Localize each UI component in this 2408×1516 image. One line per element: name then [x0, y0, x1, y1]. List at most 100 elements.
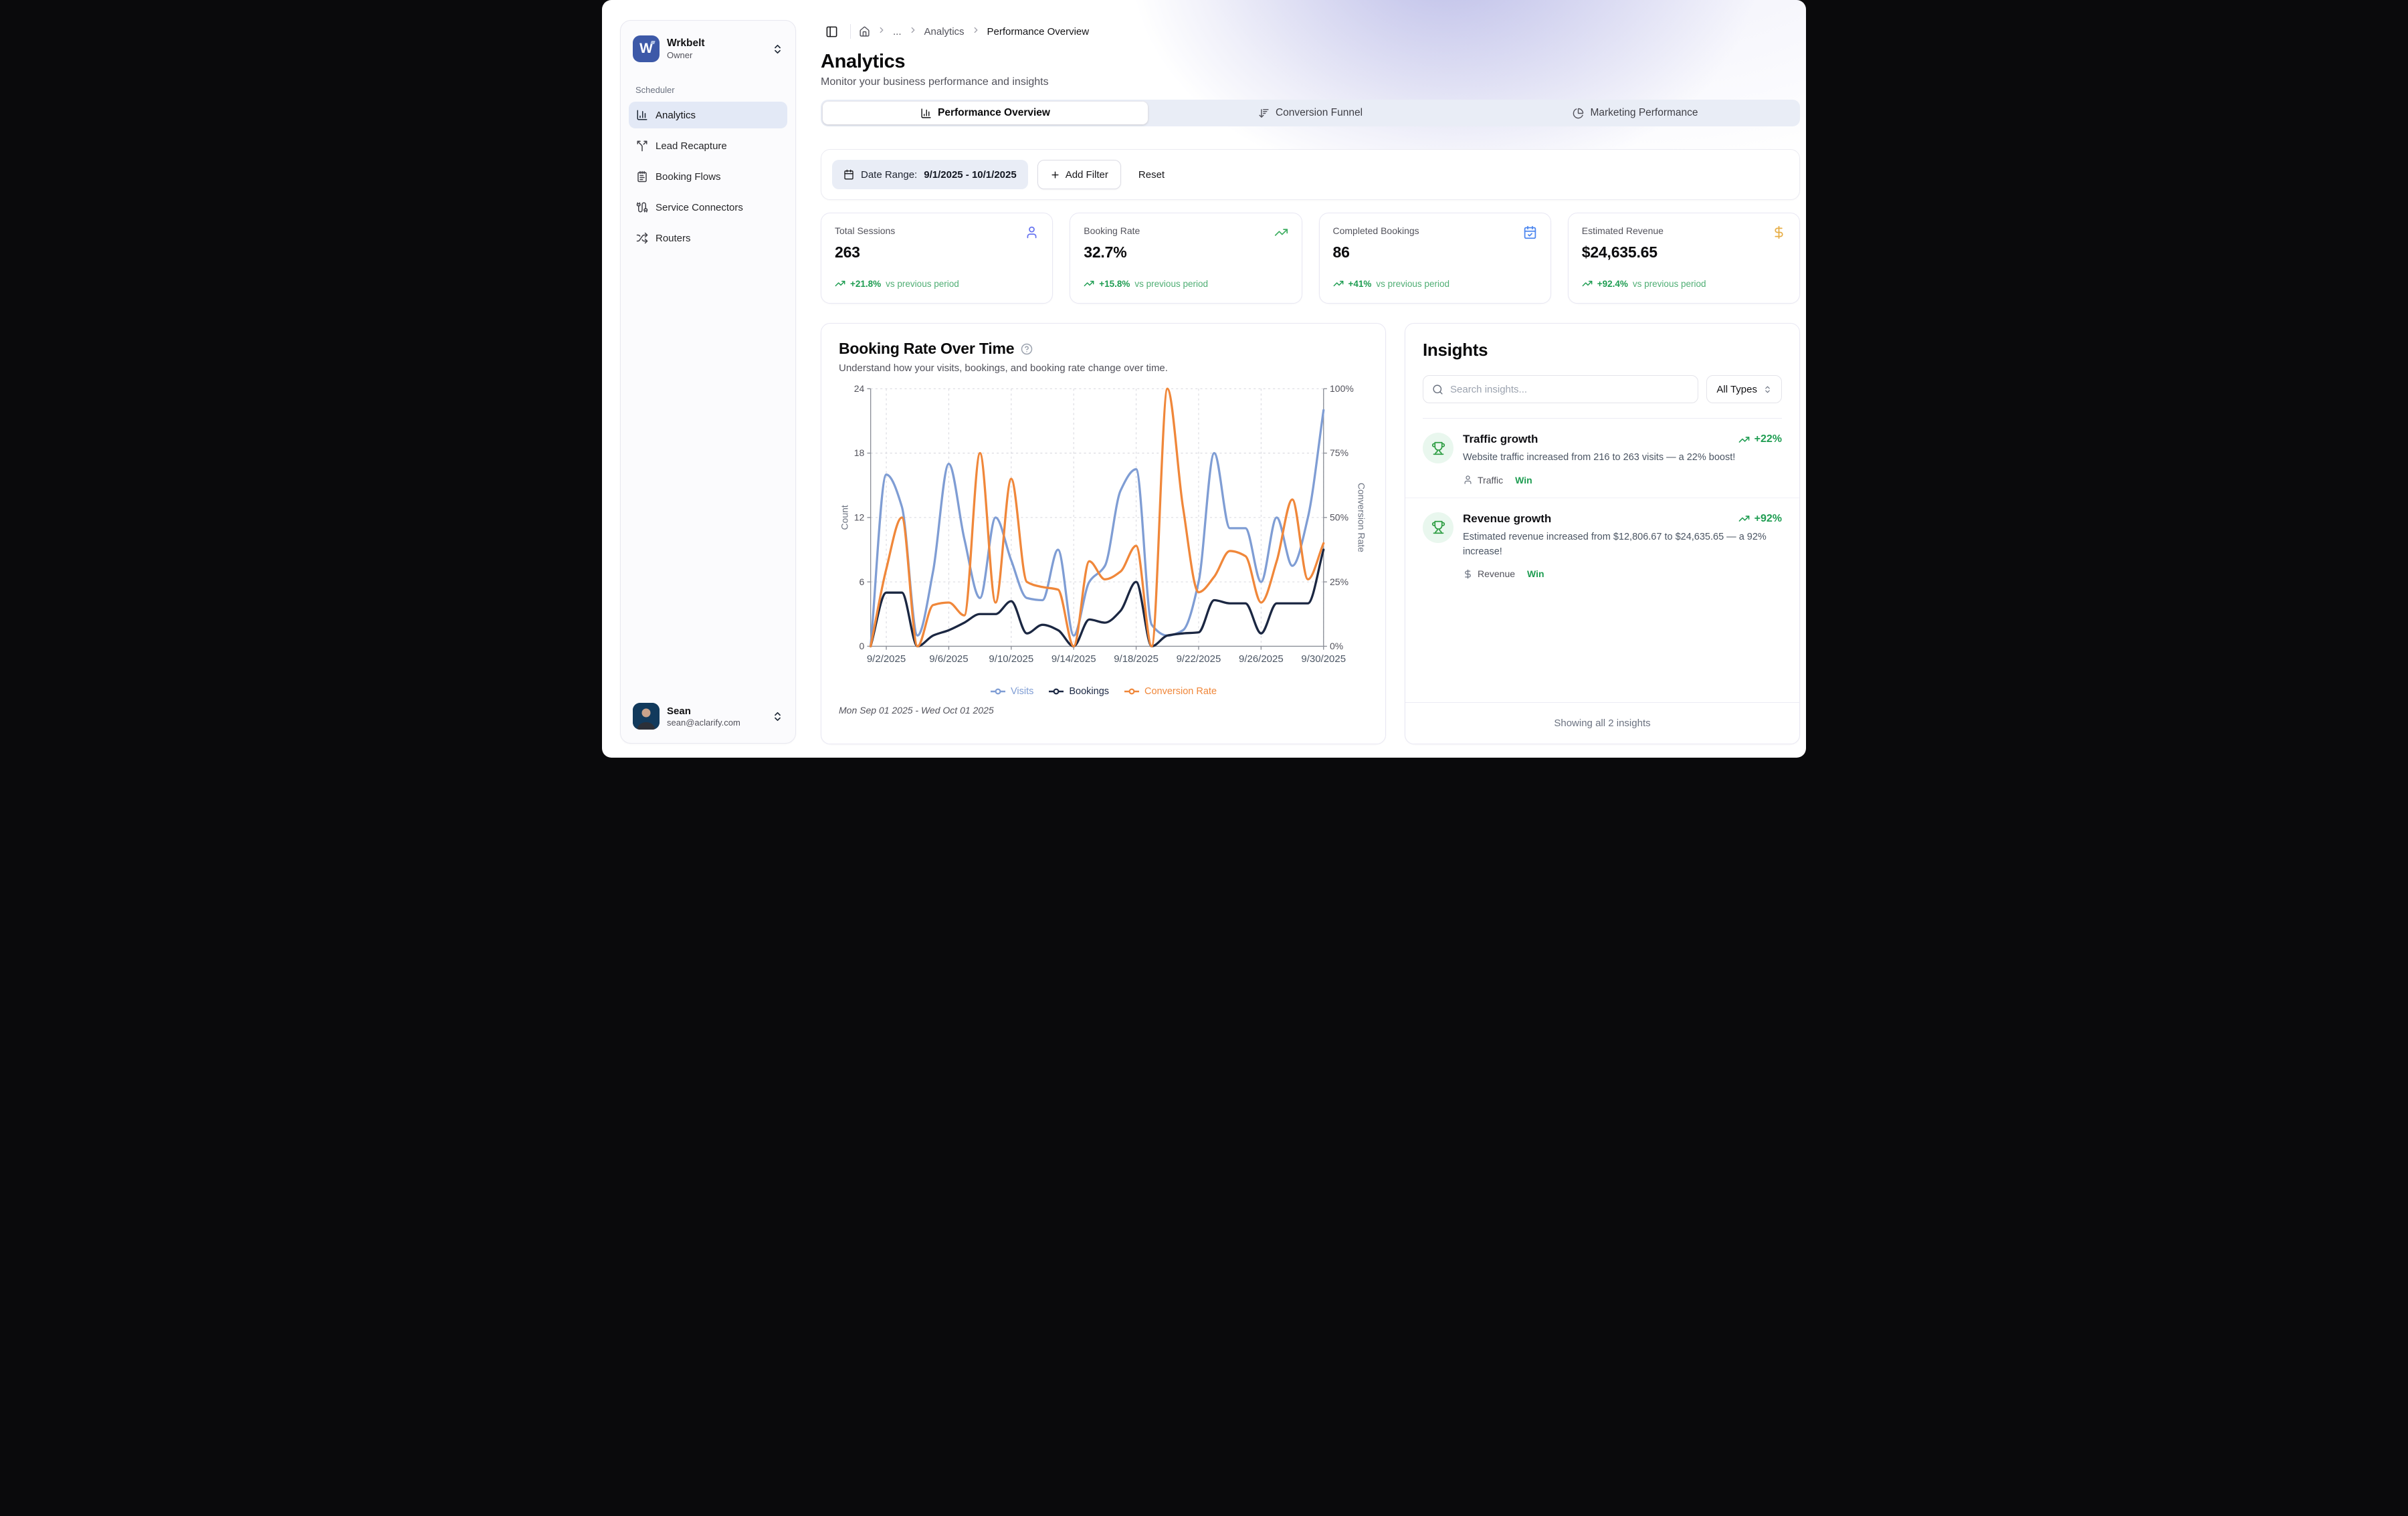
kpi-total-sessions: Total Sessions 263 +21.8% vs previous pe…	[821, 213, 1054, 304]
tab-bar: Performance Overview Conversion Funnel M…	[821, 100, 1800, 126]
kpi-delta: +15.8%	[1099, 278, 1130, 289]
home-icon[interactable]	[859, 26, 870, 37]
kpi-label: Estimated Revenue	[1581, 225, 1664, 236]
svg-text:18: 18	[854, 447, 865, 458]
legend-item[interactable]: Visits	[990, 686, 1033, 697]
chart-date-range-footer: Mon Sep 01 2025 - Wed Oct 01 2025	[839, 705, 994, 716]
kpi-delta-note: vs previous period	[1632, 278, 1706, 289]
date-range-filter[interactable]: Date Range: 9/1/2025 - 10/1/2025	[832, 160, 1028, 189]
legend-item[interactable]: Bookings	[1048, 686, 1109, 697]
workspace-logo: W	[633, 35, 660, 62]
sidebar-item-label: Service Connectors	[656, 201, 743, 213]
insight-revenue-growth[interactable]: Revenue growth +92% Estimated revenue in…	[1405, 498, 1799, 592]
svg-text:9/18/2025: 9/18/2025	[1114, 653, 1159, 665]
sidebar-item-label: Analytics	[656, 109, 696, 121]
dollar-sign-icon	[1463, 569, 1473, 579]
insights-search[interactable]	[1423, 375, 1699, 403]
chart-pie-icon	[1573, 108, 1584, 119]
user-icon	[1463, 475, 1473, 485]
tab-conversion-funnel[interactable]: Conversion Funnel	[1148, 102, 1473, 124]
kpi-delta: +41%	[1348, 278, 1372, 289]
sidebar: W Wrkbelt Owner Scheduler Analytics	[620, 20, 796, 744]
workspace-name: Wrkbelt	[667, 37, 705, 49]
workspace-switcher[interactable]: W Wrkbelt Owner	[629, 33, 787, 65]
legend-item[interactable]: Conversion Rate	[1124, 686, 1217, 697]
insight-traffic-growth[interactable]: Traffic growth +22% Website traffic incr…	[1405, 419, 1799, 498]
svg-text:0%: 0%	[1330, 641, 1343, 651]
breadcrumb-parent[interactable]: Analytics	[924, 25, 965, 37]
trending-up-icon	[1738, 434, 1750, 445]
chart-column-icon	[636, 109, 648, 121]
tab-label: Marketing Performance	[1590, 107, 1698, 118]
tab-performance-overview[interactable]: Performance Overview	[823, 102, 1148, 124]
help-circle-icon[interactable]	[1021, 343, 1033, 355]
chevron-right-icon	[908, 25, 918, 38]
svg-text:Count: Count	[839, 505, 849, 530]
insight-title: Traffic growth	[1463, 433, 1538, 445]
trending-up-icon	[1333, 278, 1344, 289]
svg-text:50%: 50%	[1330, 512, 1348, 523]
kpi-label: Total Sessions	[835, 225, 896, 236]
sidebar-item-service-connectors[interactable]: Service Connectors	[629, 194, 787, 221]
trophy-icon	[1423, 512, 1453, 543]
dollar-sign-icon	[1772, 225, 1786, 239]
tab-marketing-performance[interactable]: Marketing Performance	[1473, 102, 1798, 124]
chart-subtitle: Understand how your visits, bookings, an…	[839, 362, 1168, 374]
insight-delta: +92%	[1754, 512, 1782, 524]
chart-legend: Visits Bookings Conversion Rate	[839, 686, 1368, 697]
workspace-logo-letter: W	[639, 41, 653, 56]
plus-icon	[1050, 170, 1060, 180]
reset-button[interactable]: Reset	[1130, 160, 1173, 189]
sidebar-item-analytics[interactable]: Analytics	[629, 102, 787, 128]
sidebar-item-lead-recapture[interactable]: Lead Recapture	[629, 132, 787, 159]
svg-text:9/22/2025: 9/22/2025	[1177, 653, 1221, 665]
sidebar-item-label: Lead Recapture	[656, 140, 727, 152]
svg-text:9/30/2025: 9/30/2025	[1301, 653, 1346, 665]
insights-title: Insights	[1423, 340, 1488, 360]
notepad-icon	[636, 171, 648, 183]
svg-text:Conversion Rate: Conversion Rate	[1356, 483, 1367, 552]
user-menu[interactable]: Sean sean@aclarify.com	[629, 699, 787, 734]
svg-text:9/6/2025: 9/6/2025	[929, 653, 968, 665]
kpi-estimated-revenue: Estimated Revenue $24,635.65 +92.4% vs p…	[1567, 213, 1800, 304]
breadcrumb: ... Analytics Performance Overview	[821, 20, 1800, 43]
filter-bar: Date Range: 9/1/2025 - 10/1/2025 Add Fil…	[821, 149, 1800, 200]
app-window: W Wrkbelt Owner Scheduler Analytics	[602, 0, 1806, 758]
date-range-label: Date Range:	[861, 169, 918, 181]
insights-search-input[interactable]	[1450, 383, 1690, 395]
kpi-value: 86	[1332, 243, 1350, 261]
insight-delta: +22%	[1754, 433, 1782, 445]
insight-description: Estimated revenue increased from $12,806…	[1463, 531, 1767, 557]
trending-up-icon	[1738, 513, 1750, 524]
insight-description: Website traffic increased from 216 to 26…	[1463, 452, 1736, 463]
breadcrumb-current: Performance Overview	[987, 25, 1090, 37]
svg-text:25%: 25%	[1330, 576, 1348, 587]
add-filter-button[interactable]: Add Filter	[1037, 160, 1121, 189]
chevron-right-icon	[877, 25, 886, 38]
kpi-delta: +92.4%	[1597, 278, 1628, 289]
split-icon	[636, 140, 648, 152]
legend-marker-icon	[1124, 688, 1140, 695]
chevrons-up-down-icon	[772, 43, 783, 55]
kpi-delta-note: vs previous period	[886, 278, 959, 289]
sidebar-item-routers[interactable]: Routers	[629, 225, 787, 251]
insights-type-filter[interactable]: All Types	[1706, 375, 1782, 403]
kpi-label: Booking Rate	[1084, 225, 1140, 236]
sidebar-section-label: Scheduler	[635, 85, 675, 95]
chart-title: Booking Rate Over Time	[839, 340, 1015, 357]
insights-footer: Showing all 2 insights	[1405, 702, 1799, 744]
kpi-delta: +21.8%	[850, 278, 882, 289]
sidebar-item-booking-flows[interactable]: Booking Flows	[629, 163, 787, 190]
kpi-value: 263	[835, 243, 860, 261]
shuffle-icon	[636, 232, 648, 244]
insight-badge: Win	[1515, 474, 1532, 485]
sidebar-toggle-button[interactable]	[821, 21, 842, 42]
kpi-label: Completed Bookings	[1332, 225, 1419, 236]
tab-label: Conversion Funnel	[1275, 107, 1363, 118]
calendar-icon	[843, 169, 854, 180]
svg-text:75%: 75%	[1330, 447, 1348, 458]
trending-up-icon	[1274, 225, 1288, 239]
chart-column-icon	[920, 108, 932, 119]
breadcrumb-ellipsis[interactable]: ...	[893, 25, 902, 37]
workspace-role: Owner	[667, 50, 693, 60]
